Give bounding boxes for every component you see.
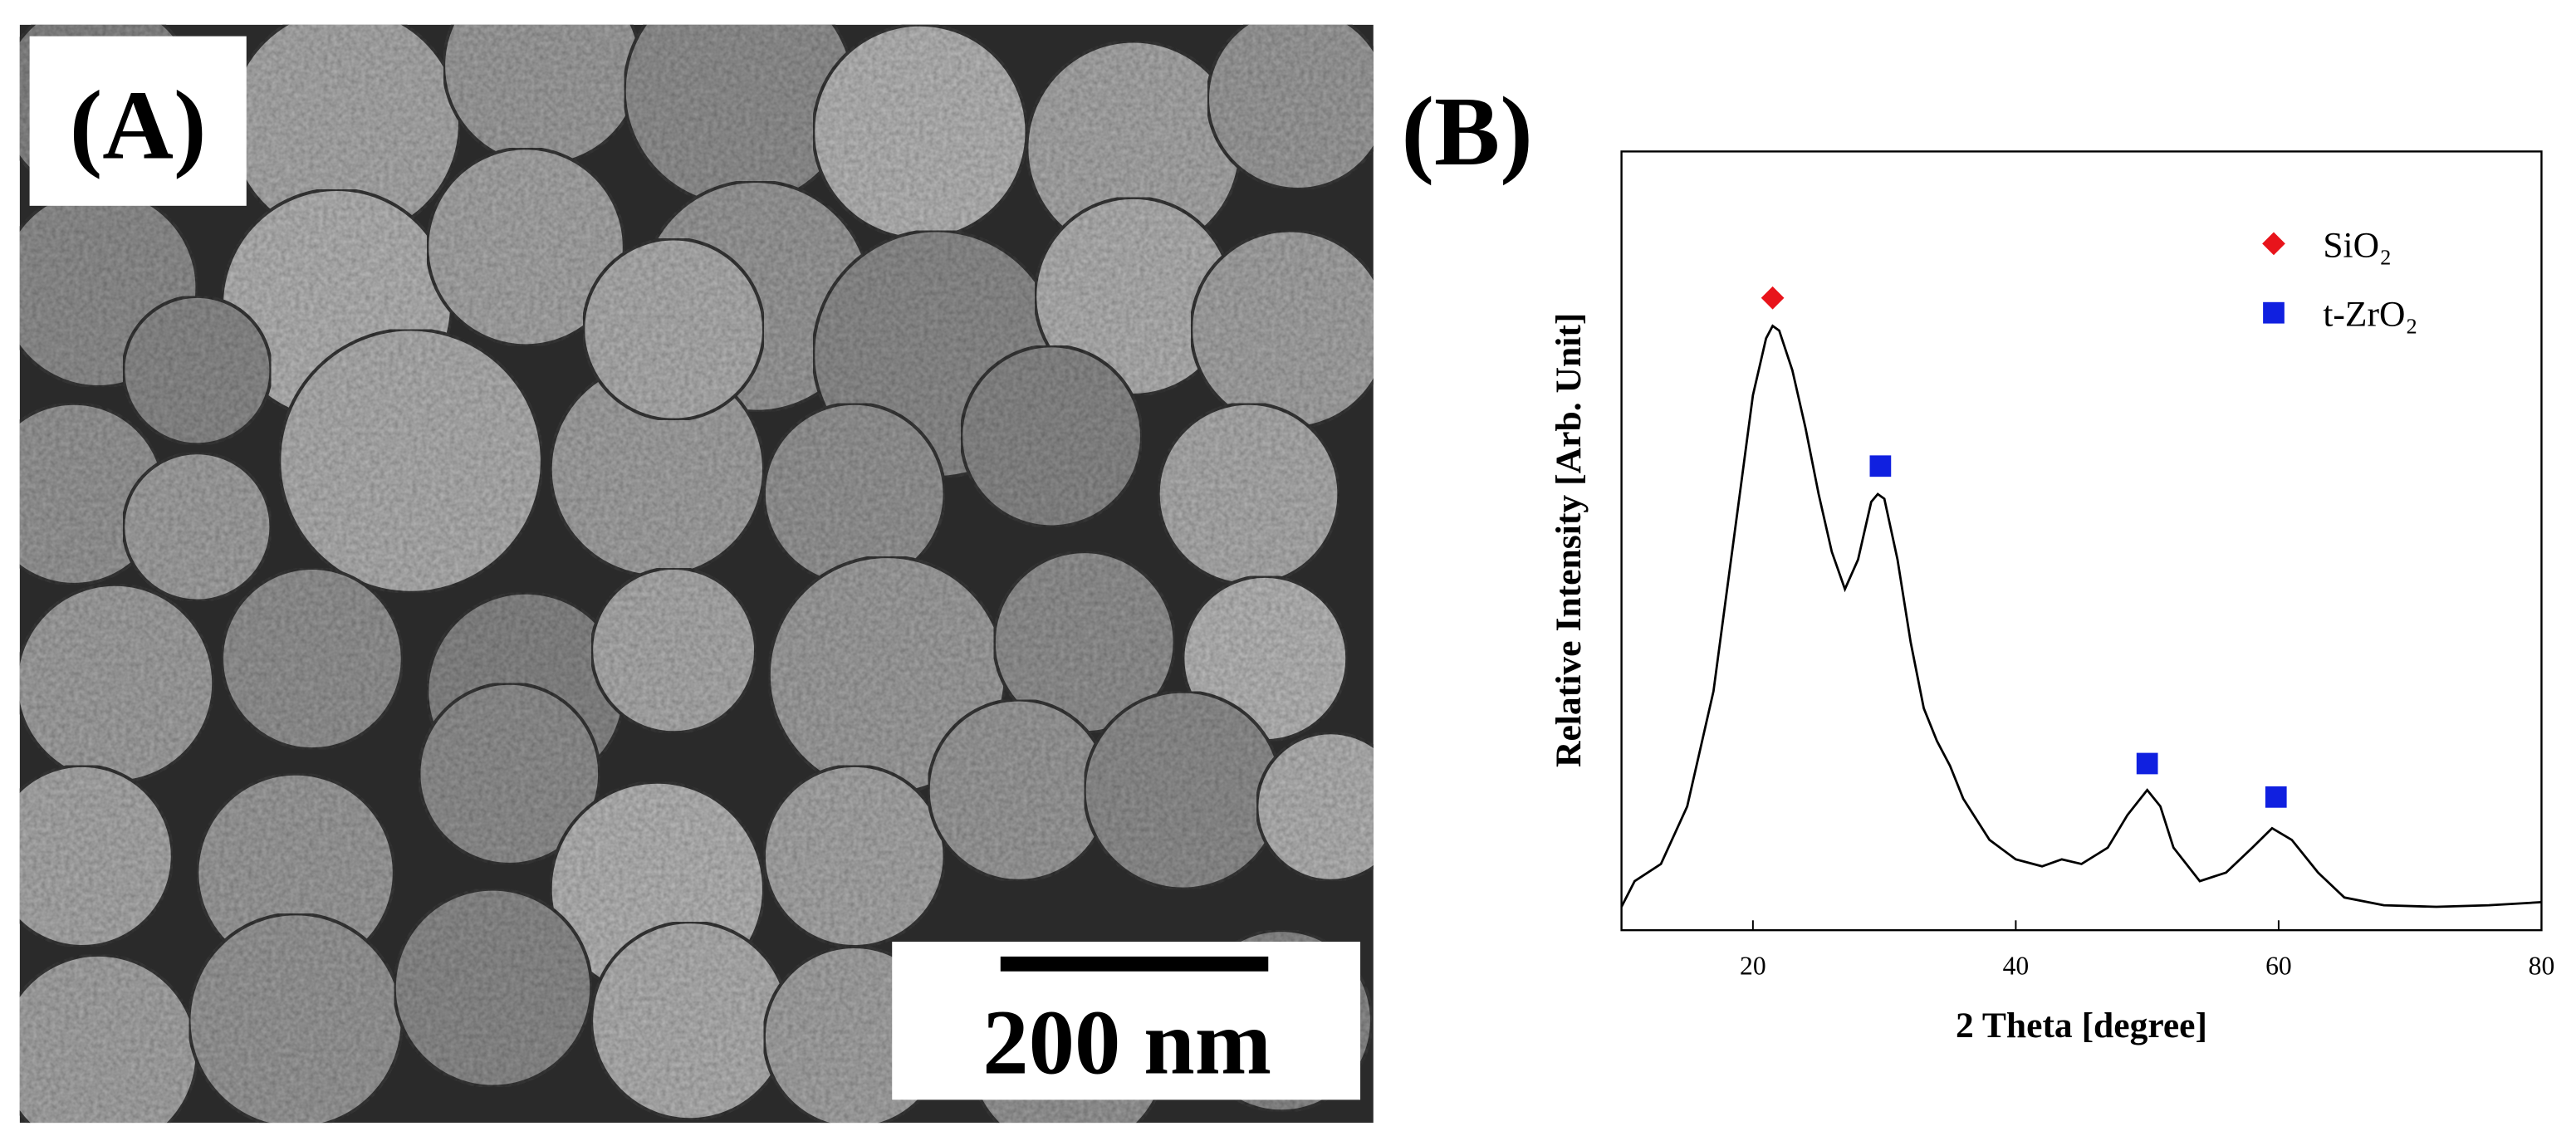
- sem-particle: [811, 24, 1029, 241]
- sem-particle: [19, 763, 174, 948]
- xrd-chart: (B) 2 Theta [degree] Relative Intensity …: [1402, 76, 2555, 1045]
- legend-label: t-ZrO₂: [2323, 295, 2417, 335]
- sem-particle: [277, 327, 544, 595]
- x-axis-label: 2 Theta [degree]: [1956, 1006, 2207, 1045]
- plot-frame: [1620, 150, 2543, 932]
- peak-marker: [1761, 286, 1785, 310]
- peak-marker: [2265, 786, 2287, 808]
- y-axis-label: Relative Intensity [Arb. Unit]: [1549, 313, 1589, 767]
- legend-marker: [2262, 232, 2285, 256]
- peak-marker: [1869, 455, 1892, 477]
- x-tick-label: 60: [2265, 952, 2292, 981]
- sem-particle: [1082, 689, 1284, 891]
- sem-particle: [392, 887, 594, 1089]
- sem-particle: [220, 566, 404, 752]
- sem-particle: [1206, 24, 1374, 191]
- sem-particle: [959, 344, 1144, 529]
- scale-label: 200 nm: [982, 992, 1271, 1094]
- x-tick-label: 40: [2003, 952, 2030, 981]
- sem-particle: [425, 146, 626, 348]
- x-tick-label: 20: [1740, 952, 1766, 981]
- panel-label: (A): [70, 70, 207, 179]
- sem-particle: [121, 294, 273, 447]
- sem-particle: [1156, 401, 1341, 586]
- sem-particle: [19, 582, 216, 784]
- legend-marker: [2263, 301, 2285, 324]
- x-tick-label: 80: [2529, 952, 2555, 981]
- sem-particle: [1189, 228, 1374, 430]
- sem-particle: [762, 401, 947, 586]
- sem-particle: [762, 763, 947, 948]
- legend-label: SiO₂: [2323, 225, 2392, 265]
- sem-particle: [19, 952, 199, 1124]
- xrd-pattern: [1620, 324, 2542, 908]
- sem-particle: [1255, 731, 1374, 883]
- sem-particle: [187, 912, 404, 1124]
- peak-marker: [2136, 752, 2158, 775]
- sem-particle: [581, 237, 766, 422]
- panel-label: (B): [1402, 76, 1533, 186]
- sem-particle: [590, 566, 758, 735]
- sem-particle: [121, 451, 273, 603]
- sem-particle: [417, 681, 602, 866]
- sem-particle: [926, 698, 1111, 883]
- sem-particle: [590, 920, 791, 1122]
- label-box: [29, 36, 247, 206]
- scale-bar: [1000, 956, 1269, 972]
